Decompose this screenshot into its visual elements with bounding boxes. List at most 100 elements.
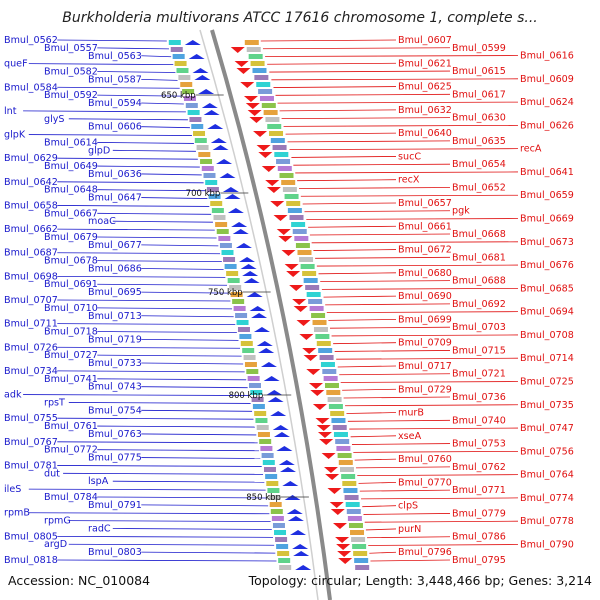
feature-box <box>308 299 323 304</box>
feature-arrow-right <box>284 264 299 270</box>
connector-line-left <box>141 386 248 389</box>
gene-label-left: Bmul_0629 <box>4 153 58 164</box>
feature-arrow-right <box>302 348 317 354</box>
feature-box <box>174 61 187 66</box>
connector-line-right <box>357 474 519 477</box>
connector-line-left <box>97 496 267 499</box>
gene-label-right: Bmul_0796 <box>398 547 452 558</box>
feature-box <box>291 222 306 227</box>
connector-line-left <box>57 39 167 42</box>
feature-box <box>269 502 282 507</box>
feature-arrow-left <box>184 40 201 45</box>
feature-box <box>326 390 341 395</box>
gene-label-left: Bmul_0710 <box>44 303 98 314</box>
connector-line-left <box>57 252 221 255</box>
connector-line-right <box>359 489 451 492</box>
feature-arrow-right <box>319 439 334 445</box>
gene-label-right: Bmul_0715 <box>452 345 506 356</box>
connector-line-left <box>97 354 242 357</box>
feature-box <box>328 404 343 409</box>
feature-box <box>265 117 280 122</box>
gene-label-right: Bmul_0676 <box>520 260 574 271</box>
feature-arrow-left <box>201 103 218 108</box>
connector-line-left <box>141 126 190 129</box>
feature-box <box>250 390 263 395</box>
gene-label-right: Bmul_0740 <box>452 415 506 426</box>
connector-line-right <box>364 520 519 523</box>
feature-box <box>345 502 360 507</box>
feature-box <box>330 411 345 416</box>
feature-arrow-right <box>306 369 321 375</box>
connector-lines <box>23 39 519 562</box>
feature-box <box>323 376 338 381</box>
gene-label-left: Bmul_0734 <box>4 366 58 377</box>
feature-box <box>278 558 291 563</box>
feature-arrow-left <box>293 551 310 556</box>
gene-label-right: Bmul_0699 <box>398 314 452 325</box>
feature-box <box>233 306 246 311</box>
gene-label-left: Bmul_0557 <box>44 43 98 54</box>
gene-label-right: Bmul_0725 <box>520 376 574 387</box>
feature-arrow-left <box>267 397 284 402</box>
feature-arrow-left <box>286 509 303 514</box>
connector-line-left <box>141 551 276 554</box>
gene-label-left: Bmul_0755 <box>4 413 58 424</box>
feature-box <box>198 152 211 157</box>
feature-box <box>239 334 252 339</box>
feature-arrow-left <box>194 75 211 80</box>
feature-arrow-left <box>224 194 241 199</box>
feature-box <box>339 467 354 472</box>
gene-label-left: Bmul_0636 <box>88 169 142 180</box>
scale-marks: 650 kbp 700 kbp 750 kbp 800 kbp 850 kbp <box>161 91 309 503</box>
gene-label-right: murB <box>398 408 424 419</box>
feature-arrow-right <box>270 201 285 207</box>
gene-label-right: Bmul_0626 <box>520 120 574 131</box>
feature-arrow-right <box>273 215 288 221</box>
gene-label-right: Bmul_0760 <box>398 454 452 465</box>
feature-box <box>272 145 287 150</box>
feature-box <box>313 327 328 332</box>
accession-text: Accession: NC_010084 <box>8 573 150 588</box>
feature-arrow-right <box>335 537 350 543</box>
connector-line-right <box>279 109 397 112</box>
gene-label-left: rpsT <box>44 397 65 408</box>
feature-box <box>201 166 214 171</box>
feature-box <box>194 138 207 143</box>
connector-line-right <box>334 350 451 352</box>
connector-line-right <box>321 287 519 290</box>
gene-label-left: ileS <box>4 484 21 495</box>
connector-line-left <box>141 409 253 412</box>
feature-box <box>260 446 273 451</box>
gene-label-right: pgk <box>452 206 470 217</box>
gene-label-right: Bmul_0654 <box>452 159 506 170</box>
feature-arrow-left <box>207 124 224 129</box>
feature-box <box>336 446 351 451</box>
gene-label-left: Bmul_0743 <box>88 382 142 393</box>
connector-line-left <box>28 63 174 66</box>
connector-line-right <box>295 171 519 174</box>
feature-box <box>274 152 289 157</box>
gene-label-left: Bmul_0754 <box>88 405 142 416</box>
gene-label-left: Bmul_0818 <box>4 555 58 566</box>
feature-box <box>211 208 224 213</box>
feature-box <box>292 229 307 234</box>
feature-arrow-left <box>270 411 287 416</box>
gene-label-left: Bmul_0647 <box>88 193 142 204</box>
gene-label-left: Bmul_0707 <box>4 295 58 306</box>
connector-line-right <box>347 419 451 422</box>
connector-line-right <box>316 264 519 267</box>
feature-box <box>187 110 200 115</box>
gene-label-right: Bmul_0599 <box>452 43 506 54</box>
connector-line-left <box>63 472 264 475</box>
feature-box <box>331 418 346 423</box>
feature-arrow-left <box>273 432 290 437</box>
gene-label-left: Bmul_0763 <box>88 429 142 440</box>
gene-label-left: adk <box>4 390 22 401</box>
feature-arrow-right <box>336 544 351 550</box>
connector-line-left <box>68 543 275 546</box>
gene-label-left: rpmG <box>44 516 71 527</box>
connector-line-right <box>269 70 451 73</box>
feature-arrow-right <box>266 187 281 193</box>
feature-arrow-left <box>251 313 268 318</box>
gene-label-left: lspA <box>88 476 109 487</box>
